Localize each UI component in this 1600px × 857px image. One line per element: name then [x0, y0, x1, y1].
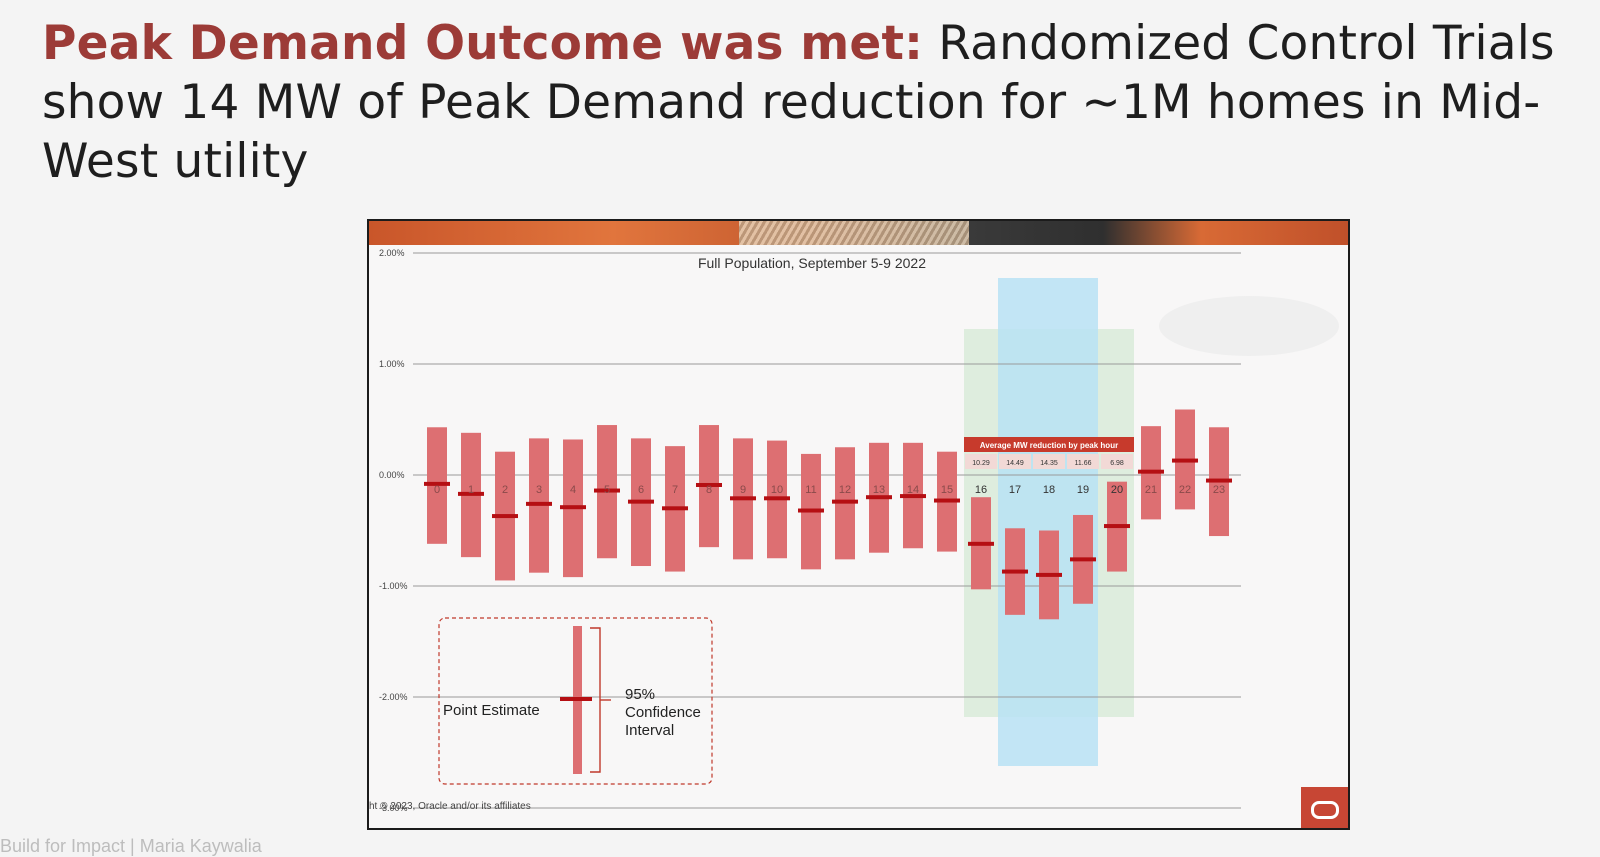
- peak-table-header: [964, 437, 1134, 452]
- oracle-logo-icon: [1301, 787, 1348, 828]
- hour-label: 6: [638, 484, 644, 496]
- hour-label: 15: [941, 484, 953, 496]
- point-estimate-mark: [866, 495, 892, 500]
- hour-label: 4: [570, 484, 576, 496]
- point-estimate-mark: [594, 488, 620, 493]
- point-estimate-mark: [900, 494, 926, 499]
- banner-pattern: [739, 221, 969, 245]
- hour-label: 11: [805, 484, 816, 496]
- peak-table-value: 14.49: [1006, 460, 1024, 467]
- legend-ci-label-line2: Confidence: [625, 704, 701, 721]
- point-estimate-mark: [492, 514, 518, 519]
- legend-point-mark: [560, 697, 592, 701]
- point-estimate-mark: [832, 499, 858, 504]
- peak-table-value: 10.29: [972, 460, 990, 467]
- y-tick-label: -1.00%: [379, 581, 408, 591]
- point-estimate-mark: [1172, 458, 1198, 463]
- hour-label: 14: [907, 484, 919, 496]
- hour-label: 12: [839, 484, 851, 496]
- headline-lead: Peak Demand Outcome was met:: [42, 16, 924, 71]
- headline-body: Randomized Control Trials show 14 MW of …: [42, 16, 1555, 189]
- point-estimate-mark: [424, 481, 450, 486]
- hour-label: 19: [1077, 484, 1089, 496]
- chart-slide: Full Population, September 5-9 2022 2.00%…: [367, 219, 1350, 830]
- chart-title: Full Population, September 5-9 2022: [698, 255, 926, 271]
- confidence-interval-chart: Full Population, September 5-9 2022 2.00%…: [379, 248, 1339, 813]
- hour-label: 3: [536, 484, 542, 496]
- page-headline: Peak Demand Outcome was met: Randomized …: [42, 14, 1582, 191]
- y-tick-label: 0.00%: [379, 470, 405, 480]
- y-tick-label: 1.00%: [379, 359, 405, 369]
- point-estimate-mark: [1070, 557, 1096, 562]
- point-estimate-mark: [1138, 469, 1164, 474]
- point-estimate-mark: [1206, 478, 1232, 483]
- point-estimate-mark: [696, 482, 722, 487]
- peak-table-cell: [965, 454, 997, 469]
- peak-table-value: 6.98: [1110, 460, 1124, 467]
- hour-label: 13: [873, 484, 885, 496]
- peak-table-header-text: Average MW reduction by peak hour: [980, 441, 1118, 450]
- peak-table-cell: [1067, 454, 1099, 469]
- hour-label: 23: [1213, 484, 1225, 496]
- point-estimate-mark: [560, 505, 586, 510]
- legend-point-label: Point Estimate: [443, 702, 540, 719]
- point-estimate-mark: [526, 501, 552, 506]
- hour-label: 18: [1043, 484, 1055, 496]
- point-estimate-mark: [798, 508, 824, 513]
- hour-label: 21: [1145, 484, 1157, 496]
- peak-table-cell: [1033, 454, 1065, 469]
- point-estimate-mark: [1002, 569, 1028, 574]
- point-estimate-mark: [458, 491, 484, 496]
- hour-label: 0: [434, 484, 440, 496]
- hour-label: 7: [672, 484, 678, 496]
- point-estimate-mark: [1104, 524, 1130, 529]
- legend-box: [438, 617, 713, 785]
- legend-ci-label-line3: Interval: [625, 722, 675, 739]
- hour-label: 10: [771, 484, 783, 496]
- hour-label: 17: [1009, 484, 1021, 496]
- point-estimate-mark: [628, 499, 654, 504]
- point-estimate-mark: [968, 541, 994, 546]
- point-estimate-mark: [764, 496, 790, 501]
- point-estimate-mark: [934, 498, 960, 503]
- hour-label: 20: [1111, 484, 1123, 496]
- y-tick-label: -3.00%: [379, 803, 408, 813]
- copyright-text: ht © 2023, Oracle and/or its affiliates: [369, 801, 531, 812]
- peak-table-value: 14.35: [1040, 460, 1058, 467]
- hour-label: 9: [740, 484, 746, 496]
- peak-table-cell: [1101, 454, 1133, 469]
- point-estimate-mark: [730, 496, 756, 501]
- hour-label: 5: [604, 484, 610, 496]
- peak-table-cell: [999, 454, 1031, 469]
- hour-label: 1: [468, 484, 474, 496]
- footer-text: Build for Impact | Maria Kaywalia: [0, 836, 262, 856]
- point-estimate-mark: [1036, 572, 1062, 577]
- hour-label: 8: [706, 484, 712, 496]
- decorative-cloud: [1159, 296, 1339, 356]
- hour-label: 22: [1179, 484, 1191, 496]
- legend-ci-label-line1: 95%: [625, 686, 656, 703]
- hour-label: 16: [975, 484, 987, 496]
- peak-table-value: 11.66: [1075, 460, 1092, 467]
- point-estimate-mark: [662, 506, 688, 511]
- hour-label: 2: [502, 484, 508, 496]
- y-tick-label: 2.00%: [379, 248, 405, 258]
- y-tick-label: -2.00%: [379, 692, 408, 702]
